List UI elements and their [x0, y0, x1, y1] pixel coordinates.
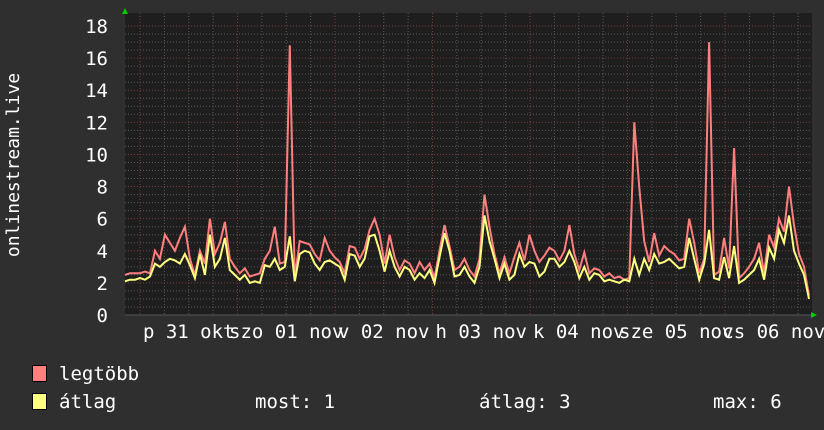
- legend-item-max: legtöbb: [32, 363, 139, 385]
- y-axis-arrow-icon: [122, 8, 128, 14]
- y-tick-label: 10: [85, 144, 108, 166]
- x-tick-label: v 02 nov: [338, 321, 430, 343]
- x-tick-label: p 31 okt: [143, 321, 235, 343]
- y-tick-label: 14: [85, 80, 108, 102]
- legend-swatch-max: [32, 365, 47, 382]
- series-line-max: [124, 42, 810, 296]
- x-tick-label: h 03 nov: [435, 321, 527, 343]
- series-line-avg: [124, 215, 810, 300]
- x-tick-label: sze 05 nov: [619, 321, 733, 343]
- legend-item-avg: átlag: [32, 391, 116, 413]
- y-tick-label: 12: [85, 112, 108, 134]
- legend-label: átlag: [59, 391, 117, 413]
- y-tick-label: 18: [85, 16, 108, 38]
- stat-average: átlag: 3: [479, 391, 571, 413]
- x-axis-arrow-icon: [811, 312, 817, 318]
- legend-label: legtöbb: [59, 363, 140, 385]
- stat-max: max: 6: [713, 391, 782, 413]
- y-tick-label: 2: [97, 273, 108, 295]
- y-tick-label: 16: [85, 48, 108, 70]
- x-tick-label: cs 06 nov: [722, 321, 824, 343]
- stat-current: most: 1: [255, 391, 336, 413]
- y-tick-label: 4: [97, 241, 108, 263]
- y-tick-label: 0: [97, 305, 108, 327]
- series-group: [124, 42, 810, 300]
- x-tick-label: szo 01 nov: [229, 321, 343, 343]
- y-tick-label: 8: [97, 177, 108, 199]
- y-tick-label: 6: [97, 209, 108, 231]
- x-tick-label: k 04 nov: [533, 321, 625, 343]
- legend-swatch-avg: [32, 393, 47, 410]
- y-axis-label: onlinestream.live: [3, 73, 24, 257]
- y-axis: 0 2 4 6 8 10 12 14 16 18: [85, 16, 108, 327]
